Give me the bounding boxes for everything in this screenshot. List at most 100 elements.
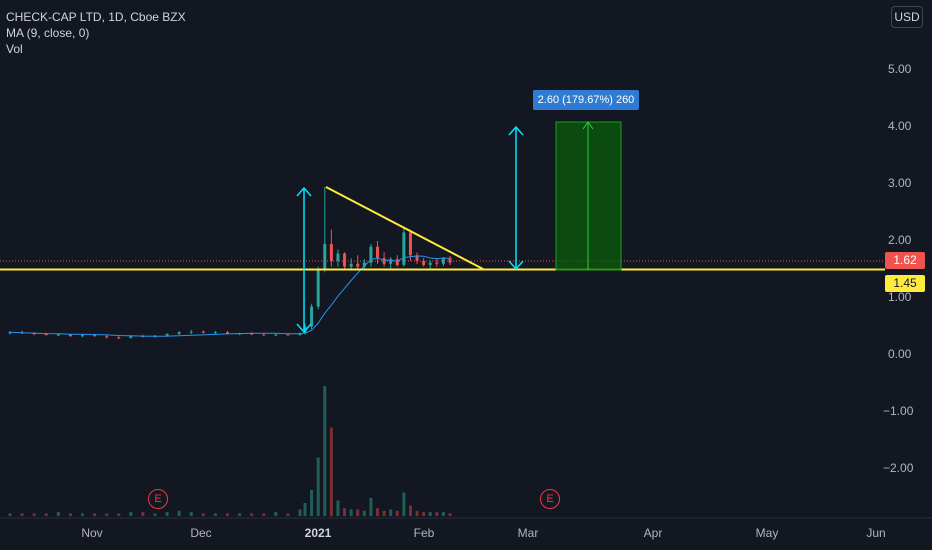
- volume-bar: [402, 492, 406, 516]
- candle: [105, 336, 109, 338]
- volume-bar: [298, 509, 302, 516]
- volume-bar: [262, 513, 266, 516]
- candle: [274, 334, 278, 336]
- volume-bar: [389, 509, 393, 516]
- candle: [343, 253, 347, 267]
- legend-volume[interactable]: Vol: [6, 42, 23, 56]
- legend-indicator[interactable]: MA (9, close, 0): [6, 26, 90, 40]
- candle: [165, 333, 169, 336]
- candle: [422, 260, 426, 265]
- volume-bar: [250, 513, 254, 516]
- volume-bar: [343, 508, 347, 516]
- volume-bar: [448, 513, 452, 516]
- measure-label: 2.60 (179.67%) 260: [533, 90, 639, 110]
- volume-bar: [395, 510, 399, 516]
- candle: [389, 259, 393, 264]
- candle: [428, 262, 432, 265]
- candle: [408, 232, 412, 256]
- candle: [81, 335, 84, 337]
- candle: [356, 263, 360, 267]
- candle: [448, 258, 452, 263]
- volume-bar: [81, 513, 84, 516]
- volume-bar: [201, 513, 205, 516]
- volume-bar: [93, 513, 97, 516]
- support-price-tag: 1.45: [885, 275, 925, 292]
- candle: [376, 246, 379, 259]
- candle: [56, 334, 60, 336]
- volume-bar: [44, 513, 48, 516]
- x-tick-label: Jun: [866, 526, 886, 540]
- x-tick-label: Nov: [81, 526, 103, 540]
- candle: [362, 262, 366, 267]
- target-arrow: [508, 125, 524, 271]
- candle: [129, 336, 133, 338]
- volume-bar: [349, 509, 353, 516]
- candle: [329, 243, 333, 261]
- x-tick-label: Mar: [517, 526, 539, 540]
- volume-bar: [336, 500, 340, 516]
- candle: [141, 336, 145, 338]
- y-tick-label: −2.00: [883, 461, 914, 475]
- y-tick-label: −1.00: [883, 404, 914, 418]
- volume-bar: [165, 512, 169, 516]
- candle-series: [8, 186, 452, 340]
- volume-bar: [376, 508, 379, 516]
- candle: [435, 262, 439, 264]
- y-tick-label: 3.00: [888, 176, 912, 190]
- volume-bar: [274, 512, 278, 516]
- candle: [316, 269, 320, 307]
- volume-bar: [226, 513, 229, 516]
- chart-legend: CHECK-CAP LTD, 1D, Cboe BZX MA (9, close…: [6, 9, 186, 57]
- volume-bar: [141, 512, 145, 516]
- volume-bar: [310, 490, 314, 516]
- candle: [8, 332, 12, 334]
- y-tick-label: 4.00: [888, 119, 912, 133]
- candle: [44, 333, 48, 336]
- volume-bar: [428, 512, 432, 516]
- volume-bar: [20, 513, 24, 516]
- flagpole-arrow: [296, 186, 312, 334]
- earnings-marker-icon[interactable]: E: [540, 489, 560, 509]
- y-tick-label: 2.00: [888, 233, 912, 247]
- candle: [201, 331, 205, 333]
- currency-button[interactable]: USD: [891, 6, 923, 28]
- volume-bar: [177, 510, 181, 516]
- volume-bar: [415, 510, 419, 516]
- volume-bar: [382, 510, 386, 516]
- legend-symbol[interactable]: CHECK-CAP LTD, 1D, Cboe BZX: [6, 10, 186, 24]
- candle: [68, 334, 72, 337]
- candle: [250, 333, 254, 335]
- candle: [369, 246, 373, 263]
- candle: [336, 253, 340, 261]
- volume-bar: [117, 513, 121, 516]
- candle: [189, 331, 193, 333]
- candle: [226, 332, 229, 334]
- volume-series: [8, 386, 452, 516]
- volume-bar: [189, 512, 193, 516]
- volume-bar: [56, 512, 60, 516]
- x-tick-label: Apr: [643, 526, 663, 540]
- ma-line: [9, 255, 451, 337]
- candle: [441, 258, 445, 264]
- candle: [323, 243, 327, 270]
- candle: [349, 263, 353, 267]
- earnings-marker-icon[interactable]: E: [148, 489, 168, 509]
- candle: [395, 259, 399, 265]
- volume-bar: [362, 510, 366, 516]
- x-tick-label: 2021: [304, 526, 332, 540]
- measure-box: [555, 121, 622, 271]
- candle: [32, 333, 36, 335]
- volume-bar: [323, 386, 327, 516]
- volume-bar: [408, 505, 412, 516]
- candle: [117, 337, 121, 339]
- y-tick-label: 0.00: [888, 347, 912, 361]
- candle: [415, 255, 419, 261]
- x-tick-label: Feb: [413, 526, 435, 540]
- volume-bar: [303, 503, 307, 516]
- volume-bar: [369, 497, 373, 516]
- candle: [262, 334, 266, 336]
- y-tick-label: 5.00: [888, 62, 912, 76]
- volume-bar: [238, 513, 242, 516]
- volume-bar: [316, 457, 320, 516]
